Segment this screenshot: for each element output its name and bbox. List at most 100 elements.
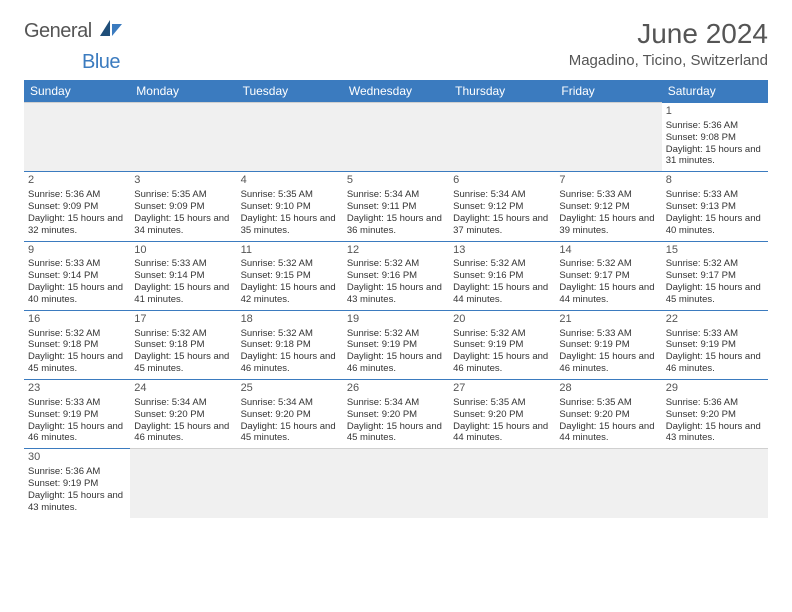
sunset-line: Sunset: 9:20 PM <box>666 409 764 421</box>
sunrise-line: Sunrise: 5:33 AM <box>666 328 764 340</box>
day-cell: 5Sunrise: 5:34 AMSunset: 9:11 PMDaylight… <box>343 171 449 240</box>
sunrise-line: Sunrise: 5:32 AM <box>666 258 764 270</box>
empty-cell <box>662 448 768 517</box>
day-header-cell: Thursday <box>449 80 555 102</box>
sunrise-line: Sunrise: 5:33 AM <box>28 397 126 409</box>
logo-text-general: General <box>24 20 92 43</box>
day-cell: 2Sunrise: 5:36 AMSunset: 9:09 PMDaylight… <box>24 171 130 240</box>
daylight-line: Daylight: 15 hours and 40 minutes. <box>666 213 764 237</box>
sunset-line: Sunset: 9:18 PM <box>28 339 126 351</box>
sunrise-line: Sunrise: 5:32 AM <box>347 258 445 270</box>
sunset-line: Sunset: 9:20 PM <box>559 409 657 421</box>
day-number: 7 <box>559 174 657 188</box>
day-number: 17 <box>134 313 232 327</box>
location: Magadino, Ticino, Switzerland <box>569 52 768 69</box>
day-number: 4 <box>241 174 339 188</box>
empty-cell <box>449 102 555 171</box>
sunset-line: Sunset: 9:20 PM <box>347 409 445 421</box>
day-header-cell: Wednesday <box>343 80 449 102</box>
day-number: 12 <box>347 244 445 258</box>
sunrise-line: Sunrise: 5:32 AM <box>559 258 657 270</box>
daylight-line: Daylight: 15 hours and 44 minutes. <box>559 282 657 306</box>
daylight-line: Daylight: 15 hours and 41 minutes. <box>134 282 232 306</box>
empty-cell <box>130 102 236 171</box>
day-number: 19 <box>347 313 445 327</box>
sunrise-line: Sunrise: 5:32 AM <box>241 328 339 340</box>
day-cell: 27Sunrise: 5:35 AMSunset: 9:20 PMDayligh… <box>449 379 555 448</box>
weeks-container: 1Sunrise: 5:36 AMSunset: 9:08 PMDaylight… <box>24 102 768 518</box>
daylight-line: Daylight: 15 hours and 46 minutes. <box>241 351 339 375</box>
day-number: 24 <box>134 382 232 396</box>
sunset-line: Sunset: 9:09 PM <box>134 201 232 213</box>
sunrise-line: Sunrise: 5:33 AM <box>559 328 657 340</box>
sunrise-line: Sunrise: 5:32 AM <box>347 328 445 340</box>
week-row: 30Sunrise: 5:36 AMSunset: 9:19 PMDayligh… <box>24 448 768 517</box>
day-cell: 29Sunrise: 5:36 AMSunset: 9:20 PMDayligh… <box>662 379 768 448</box>
sunrise-line: Sunrise: 5:35 AM <box>559 397 657 409</box>
daylight-line: Daylight: 15 hours and 43 minutes. <box>347 282 445 306</box>
day-number: 1 <box>666 105 764 119</box>
sunrise-line: Sunrise: 5:34 AM <box>241 397 339 409</box>
day-cell: 14Sunrise: 5:32 AMSunset: 9:17 PMDayligh… <box>555 241 661 310</box>
week-row: 9Sunrise: 5:33 AMSunset: 9:14 PMDaylight… <box>24 241 768 310</box>
empty-cell <box>130 448 236 517</box>
sunset-line: Sunset: 9:18 PM <box>134 339 232 351</box>
day-cell: 19Sunrise: 5:32 AMSunset: 9:19 PMDayligh… <box>343 310 449 379</box>
day-cell: 8Sunrise: 5:33 AMSunset: 9:13 PMDaylight… <box>662 171 768 240</box>
daylight-line: Daylight: 15 hours and 34 minutes. <box>134 213 232 237</box>
daylight-line: Daylight: 15 hours and 45 minutes. <box>241 421 339 445</box>
day-number: 18 <box>241 313 339 327</box>
day-number: 6 <box>453 174 551 188</box>
daylight-line: Daylight: 15 hours and 44 minutes. <box>453 421 551 445</box>
empty-cell <box>555 102 661 171</box>
sunrise-line: Sunrise: 5:34 AM <box>453 189 551 201</box>
sunrise-line: Sunrise: 5:32 AM <box>453 258 551 270</box>
sunrise-line: Sunrise: 5:33 AM <box>559 189 657 201</box>
day-number: 25 <box>241 382 339 396</box>
sunrise-line: Sunrise: 5:32 AM <box>453 328 551 340</box>
month-title: June 2024 <box>569 18 768 50</box>
daylight-line: Daylight: 15 hours and 45 minutes. <box>28 351 126 375</box>
daylight-line: Daylight: 15 hours and 45 minutes. <box>666 282 764 306</box>
daylight-line: Daylight: 15 hours and 31 minutes. <box>666 144 764 168</box>
week-row: 23Sunrise: 5:33 AMSunset: 9:19 PMDayligh… <box>24 379 768 448</box>
empty-cell <box>237 448 343 517</box>
sunrise-line: Sunrise: 5:33 AM <box>28 258 126 270</box>
day-cell: 21Sunrise: 5:33 AMSunset: 9:19 PMDayligh… <box>555 310 661 379</box>
daylight-line: Daylight: 15 hours and 43 minutes. <box>28 490 126 514</box>
daylight-line: Daylight: 15 hours and 45 minutes. <box>134 351 232 375</box>
day-number: 5 <box>347 174 445 188</box>
sunset-line: Sunset: 9:15 PM <box>241 270 339 282</box>
day-cell: 4Sunrise: 5:35 AMSunset: 9:10 PMDaylight… <box>237 171 343 240</box>
day-number: 11 <box>241 244 339 258</box>
day-number: 3 <box>134 174 232 188</box>
sunrise-line: Sunrise: 5:35 AM <box>134 189 232 201</box>
daylight-line: Daylight: 15 hours and 36 minutes. <box>347 213 445 237</box>
day-number: 9 <box>28 244 126 258</box>
sunset-line: Sunset: 9:19 PM <box>347 339 445 351</box>
sunset-line: Sunset: 9:19 PM <box>28 409 126 421</box>
sunset-line: Sunset: 9:20 PM <box>453 409 551 421</box>
sunrise-line: Sunrise: 5:36 AM <box>666 120 764 132</box>
day-header-row: SundayMondayTuesdayWednesdayThursdayFrid… <box>24 80 768 102</box>
day-cell: 9Sunrise: 5:33 AMSunset: 9:14 PMDaylight… <box>24 241 130 310</box>
week-row: 2Sunrise: 5:36 AMSunset: 9:09 PMDaylight… <box>24 171 768 240</box>
calendar-page: General June 2024 Magadino, Ticino, Swit… <box>0 0 792 536</box>
sunrise-line: Sunrise: 5:33 AM <box>134 258 232 270</box>
sunset-line: Sunset: 9:19 PM <box>28 478 126 490</box>
sunrise-line: Sunrise: 5:32 AM <box>134 328 232 340</box>
sunrise-line: Sunrise: 5:36 AM <box>666 397 764 409</box>
sunset-line: Sunset: 9:11 PM <box>347 201 445 213</box>
sunset-line: Sunset: 9:12 PM <box>559 201 657 213</box>
day-number: 13 <box>453 244 551 258</box>
day-cell: 25Sunrise: 5:34 AMSunset: 9:20 PMDayligh… <box>237 379 343 448</box>
day-header-cell: Sunday <box>24 80 130 102</box>
day-number: 2 <box>28 174 126 188</box>
empty-cell <box>237 102 343 171</box>
sunrise-line: Sunrise: 5:36 AM <box>28 189 126 201</box>
daylight-line: Daylight: 15 hours and 35 minutes. <box>241 213 339 237</box>
day-number: 15 <box>666 244 764 258</box>
day-number: 22 <box>666 313 764 327</box>
sunset-line: Sunset: 9:20 PM <box>134 409 232 421</box>
daylight-line: Daylight: 15 hours and 46 minutes. <box>347 351 445 375</box>
